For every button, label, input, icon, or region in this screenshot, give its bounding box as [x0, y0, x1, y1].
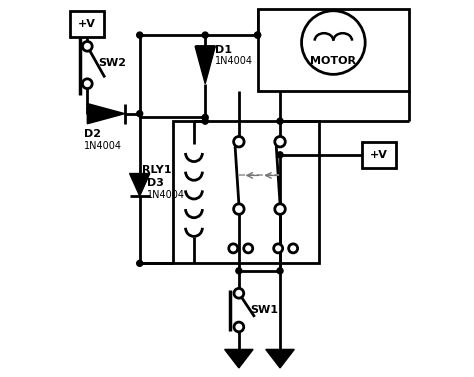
FancyBboxPatch shape	[362, 142, 396, 168]
Circle shape	[202, 114, 208, 120]
Circle shape	[301, 11, 365, 74]
Circle shape	[289, 244, 298, 253]
Circle shape	[82, 79, 92, 89]
Text: D1: D1	[215, 45, 231, 55]
Text: SW2: SW2	[99, 58, 127, 68]
Circle shape	[137, 32, 143, 38]
Text: 1N4004: 1N4004	[83, 141, 121, 151]
Circle shape	[234, 204, 244, 214]
Circle shape	[234, 288, 244, 298]
Circle shape	[137, 111, 143, 116]
Circle shape	[202, 32, 208, 38]
Circle shape	[236, 268, 242, 274]
Circle shape	[277, 268, 283, 274]
Circle shape	[277, 152, 283, 158]
FancyBboxPatch shape	[173, 121, 319, 264]
Polygon shape	[129, 173, 150, 196]
Circle shape	[244, 244, 253, 253]
Polygon shape	[87, 104, 125, 124]
Polygon shape	[225, 349, 253, 368]
Text: RLY1: RLY1	[142, 165, 172, 175]
Circle shape	[234, 322, 244, 332]
Circle shape	[255, 32, 261, 38]
Text: D2: D2	[83, 129, 100, 139]
Text: D3: D3	[147, 178, 164, 188]
Circle shape	[255, 32, 261, 38]
Circle shape	[273, 244, 283, 253]
Circle shape	[234, 136, 244, 147]
Text: +V: +V	[370, 150, 388, 160]
FancyBboxPatch shape	[71, 11, 104, 37]
Text: 1N4004: 1N4004	[215, 56, 253, 66]
Circle shape	[277, 118, 283, 124]
Text: SW1: SW1	[250, 305, 278, 315]
Circle shape	[275, 136, 285, 147]
Circle shape	[202, 118, 208, 124]
Circle shape	[82, 41, 92, 51]
Circle shape	[137, 261, 143, 266]
Polygon shape	[195, 46, 215, 84]
Text: 1N4004: 1N4004	[147, 190, 185, 200]
Circle shape	[229, 244, 238, 253]
Text: MOTOR: MOTOR	[310, 56, 356, 66]
Circle shape	[275, 204, 285, 214]
FancyBboxPatch shape	[257, 9, 409, 91]
Polygon shape	[266, 349, 294, 368]
Text: +V: +V	[78, 19, 96, 29]
